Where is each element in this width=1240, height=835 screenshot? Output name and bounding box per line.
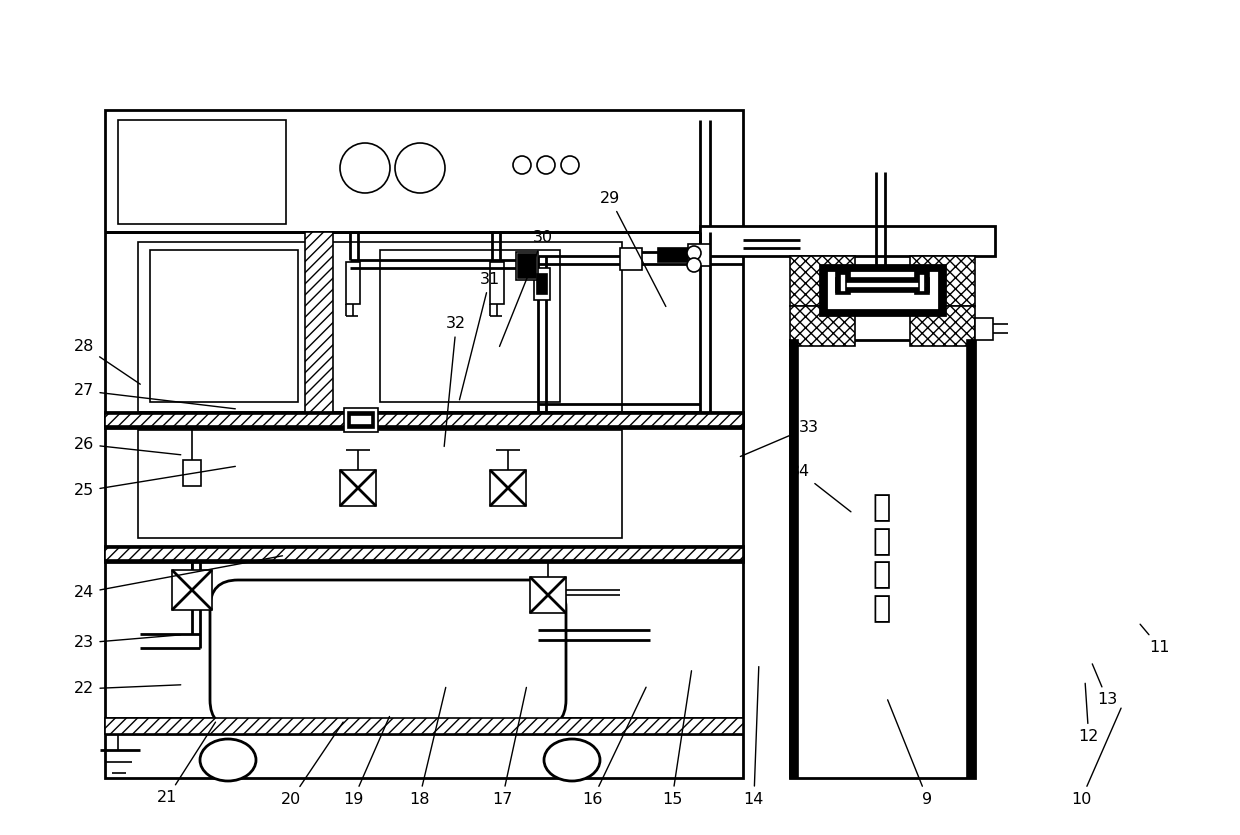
Bar	[105, 718, 743, 734]
Bar	[350, 415, 372, 425]
Bar	[910, 306, 975, 346]
Bar	[820, 265, 945, 315]
Bar	[138, 242, 622, 412]
Bar	[658, 248, 688, 262]
Text: 10: 10	[1071, 708, 1121, 807]
Text: 9: 9	[888, 700, 932, 807]
Bar	[701, 226, 994, 256]
Circle shape	[560, 156, 579, 174]
Bar	[346, 262, 360, 304]
Bar	[836, 278, 929, 292]
Bar	[340, 470, 376, 506]
Bar	[790, 340, 975, 778]
Text: 33: 33	[740, 420, 818, 457]
Text: 28: 28	[74, 339, 140, 384]
Bar	[910, 256, 975, 306]
Bar	[343, 408, 378, 432]
Bar	[138, 430, 622, 538]
Bar	[620, 248, 642, 270]
Text: 34: 34	[790, 464, 851, 512]
Text: 被
测
产
品: 被 测 产 品	[873, 493, 892, 623]
Bar	[172, 570, 212, 610]
Text: 14: 14	[744, 666, 764, 807]
Text: 16: 16	[583, 687, 646, 807]
Text: 25: 25	[74, 467, 236, 498]
Bar	[839, 282, 926, 288]
Text: 32: 32	[444, 316, 466, 447]
Bar	[348, 412, 374, 428]
Bar	[790, 306, 856, 346]
Bar	[105, 414, 743, 426]
FancyBboxPatch shape	[210, 580, 565, 728]
Bar	[490, 470, 526, 506]
Text: 21: 21	[157, 722, 216, 805]
Bar	[967, 340, 975, 778]
Text: 23: 23	[74, 635, 181, 650]
Text: 13: 13	[1092, 664, 1117, 707]
Bar	[105, 548, 743, 560]
Text: 19: 19	[343, 716, 389, 807]
Text: 18: 18	[409, 687, 445, 807]
Text: 15: 15	[662, 671, 692, 807]
Bar	[790, 256, 856, 306]
Bar	[150, 250, 298, 402]
Text: 26: 26	[74, 437, 181, 455]
Bar	[105, 546, 743, 562]
Bar	[915, 270, 929, 294]
Bar	[518, 254, 536, 278]
Bar	[105, 110, 743, 778]
Bar	[836, 270, 849, 294]
Bar	[688, 244, 711, 266]
Circle shape	[687, 258, 701, 272]
Circle shape	[513, 156, 531, 174]
Text: 30: 30	[500, 230, 553, 347]
Bar	[516, 252, 538, 280]
Bar	[534, 268, 551, 300]
Text: 11: 11	[1140, 625, 1169, 655]
Bar	[826, 270, 939, 310]
Bar	[118, 120, 286, 224]
Text: 22: 22	[74, 681, 181, 696]
Ellipse shape	[200, 739, 255, 781]
Bar	[105, 412, 743, 428]
Text: 29: 29	[600, 191, 666, 306]
Bar	[379, 250, 560, 402]
Bar	[184, 460, 201, 486]
Bar	[305, 232, 334, 417]
Ellipse shape	[544, 739, 600, 781]
Text: 12: 12	[1079, 683, 1099, 744]
Bar	[839, 274, 846, 292]
Text: 27: 27	[74, 383, 236, 409]
Text: 31: 31	[460, 272, 500, 400]
Bar	[919, 274, 925, 292]
Text: 17: 17	[492, 687, 527, 807]
Bar	[790, 340, 799, 778]
Bar	[975, 318, 993, 340]
Bar	[490, 262, 503, 304]
Bar	[529, 577, 565, 613]
Text: 20: 20	[281, 722, 343, 807]
Text: 24: 24	[74, 556, 283, 600]
Circle shape	[687, 246, 701, 260]
Circle shape	[396, 143, 445, 193]
Circle shape	[537, 156, 556, 174]
Circle shape	[340, 143, 391, 193]
Bar	[537, 274, 547, 294]
